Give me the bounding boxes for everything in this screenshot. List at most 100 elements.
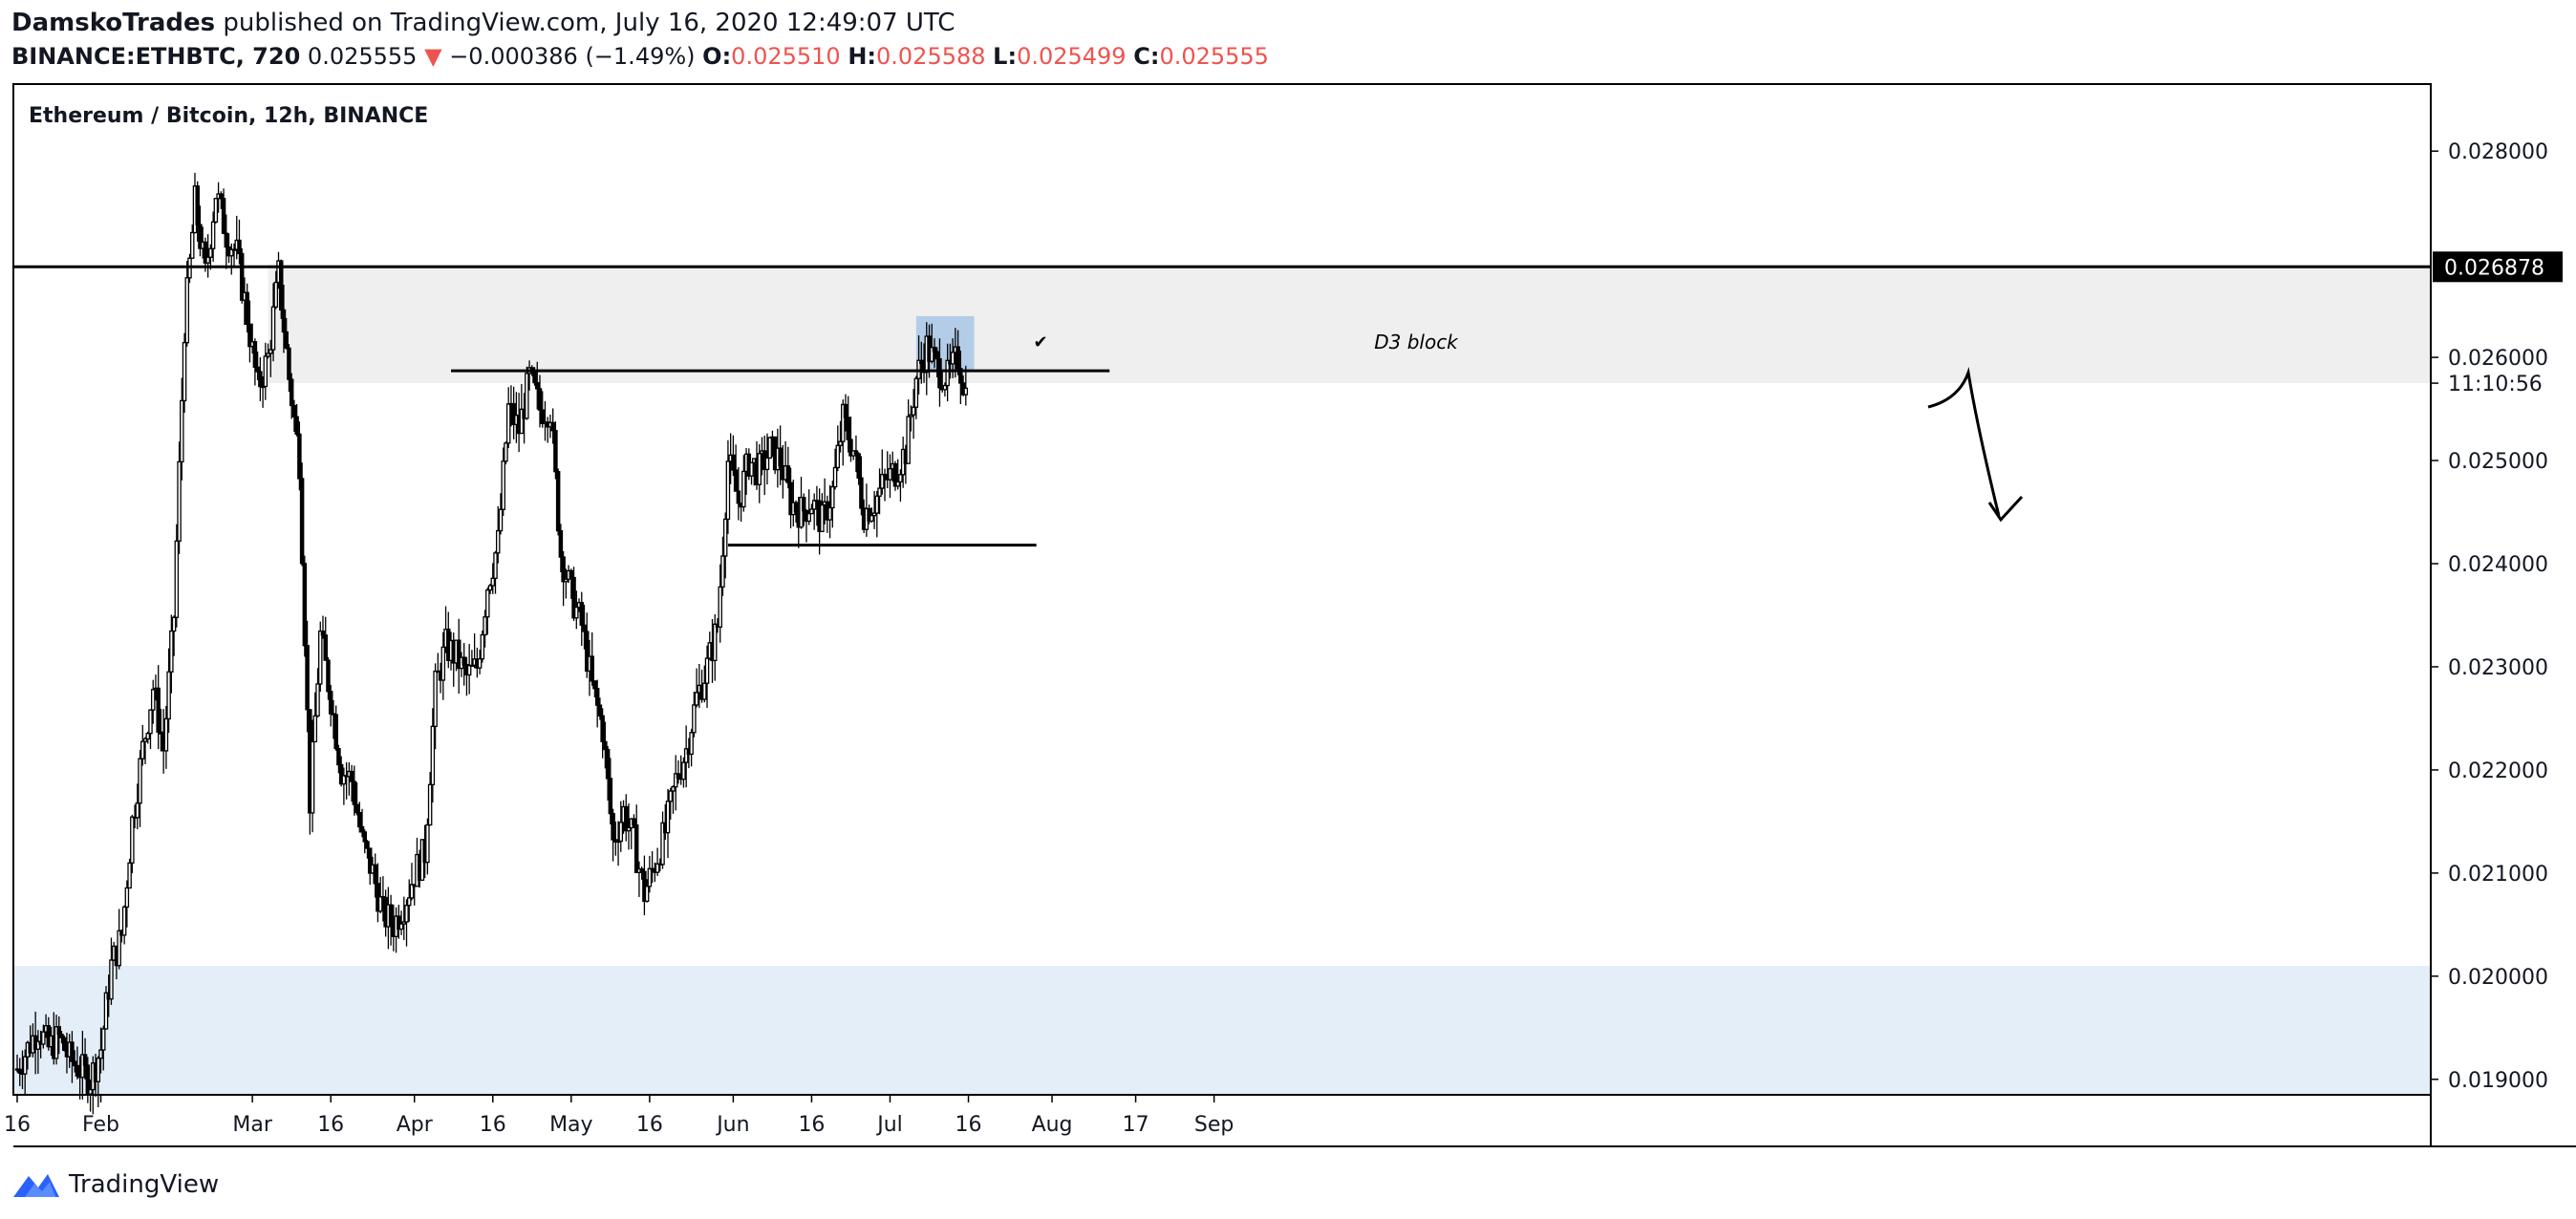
- candle-body: [148, 709, 153, 735]
- candle-body: [934, 351, 939, 360]
- candle-body: [624, 805, 629, 832]
- candle-body: [820, 503, 825, 533]
- candle-body: [764, 457, 770, 471]
- candle-body: [592, 680, 597, 690]
- candle-body: [853, 450, 859, 455]
- candle-body: [584, 631, 590, 673]
- candle-body: [785, 465, 791, 483]
- candles: [14, 172, 969, 1115]
- tradingview-logo[interactable]: TradingView: [11, 1167, 219, 1202]
- candle-body: [809, 508, 814, 515]
- candle-body: [848, 438, 853, 457]
- close-value: 0.025555: [1159, 43, 1269, 70]
- candle-body: [841, 403, 846, 442]
- candle-body: [263, 355, 268, 388]
- x-tick-label: 17: [1123, 1113, 1149, 1137]
- candle-body: [608, 778, 613, 815]
- candle-body: [704, 657, 710, 684]
- candle-body: [373, 864, 377, 885]
- candle-body: [913, 377, 919, 408]
- candle-body: [266, 353, 270, 357]
- x-tick-label: May: [549, 1113, 592, 1137]
- published-text: published on TradingView.com, July 16, 2…: [223, 9, 955, 37]
- candle-body: [294, 416, 299, 436]
- candle-body: [80, 1054, 85, 1079]
- candle-body: [281, 309, 287, 333]
- candle-body: [569, 569, 574, 579]
- low-label: L:: [993, 43, 1018, 70]
- candle-body: [208, 247, 213, 258]
- candle-body: [398, 923, 404, 930]
- candle-body: [135, 802, 140, 819]
- candle-body: [843, 403, 848, 418]
- candle-body: [397, 915, 401, 930]
- open-label: O:: [702, 43, 732, 70]
- candle-body: [302, 563, 308, 647]
- down-arrow-icon: ▼: [424, 43, 442, 70]
- x-tick-label: Sep: [1194, 1113, 1234, 1137]
- candle-body: [483, 616, 487, 636]
- annotation-d3-block[interactable]: D3 block: [1374, 331, 1459, 353]
- candle-body: [694, 692, 699, 706]
- candle-body: [811, 500, 817, 510]
- candle-body: [121, 906, 127, 936]
- candle-body: [291, 404, 297, 417]
- candle-body: [278, 260, 284, 311]
- candle-body: [338, 763, 344, 785]
- candle-body: [736, 490, 741, 504]
- open-value: 0.025510: [731, 43, 841, 70]
- candle-body: [328, 691, 333, 715]
- candle-body: [362, 831, 368, 843]
- candle-body: [633, 823, 639, 873]
- candle-body: [660, 822, 665, 866]
- author-name[interactable]: DamskoTrades: [11, 9, 216, 37]
- projection-arrow[interactable]: [1927, 367, 2001, 517]
- candle-body: [793, 502, 799, 513]
- candle-body: [647, 867, 653, 888]
- candle-body: [590, 655, 594, 682]
- candle-body: [898, 474, 903, 483]
- candle-body: [323, 634, 328, 661]
- candle-body: [270, 306, 276, 351]
- demand-zone: [13, 966, 2431, 1095]
- candle-body: [336, 748, 341, 766]
- countdown-label: 11:10:56: [2448, 373, 2543, 396]
- candle-body: [955, 346, 960, 370]
- y-tick-label: 0.026000: [2448, 347, 2548, 371]
- candle-body: [532, 370, 537, 384]
- candle-body: [618, 822, 624, 843]
- last-price: 0.025555: [307, 43, 418, 70]
- price-label-box: [2433, 251, 2563, 283]
- candle-body: [341, 775, 347, 785]
- chart-title: Ethereum / Bitcoin, 12h, BINANCE: [29, 104, 428, 128]
- candle-body: [127, 862, 132, 889]
- candle-body: [830, 485, 835, 509]
- candle-body: [712, 623, 718, 662]
- candle-body: [150, 689, 156, 711]
- candle-body: [511, 402, 516, 426]
- candle-body: [579, 602, 585, 627]
- candle-body: [88, 1088, 93, 1095]
- candle-body: [56, 1026, 62, 1036]
- candle-body: [909, 414, 913, 417]
- candle-body: [229, 248, 234, 257]
- candle-body: [859, 477, 864, 509]
- candle-body: [801, 497, 806, 512]
- candle-body: [377, 896, 383, 912]
- y-tick-label: 0.019000: [2448, 1069, 2548, 1093]
- y-tick-label: 0.021000: [2448, 863, 2548, 887]
- x-tick-label: 16: [798, 1113, 825, 1137]
- candle-body: [54, 1026, 59, 1059]
- candle-body: [258, 371, 263, 388]
- symbol-label: BINANCE:ETHBTC, 720: [11, 43, 301, 70]
- candle-body: [22, 1056, 28, 1075]
- candle-body: [895, 481, 900, 487]
- candle-body: [493, 552, 498, 579]
- candle-body: [287, 347, 291, 380]
- y-tick-label: 0.020000: [2448, 966, 2548, 990]
- x-tick-label: Jun: [715, 1113, 749, 1137]
- candle-body: [932, 346, 937, 353]
- candle-body: [440, 646, 446, 681]
- x-tick-label: Jul: [875, 1113, 903, 1137]
